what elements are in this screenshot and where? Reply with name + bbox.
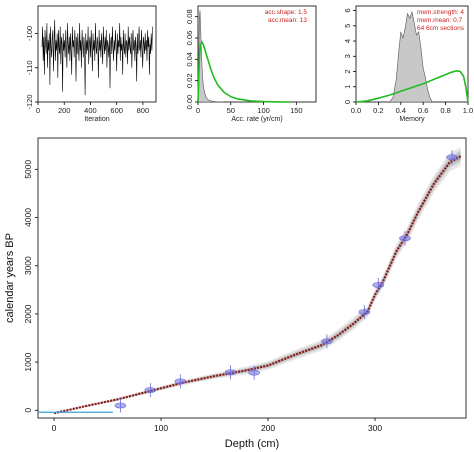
model-median-line [53,155,462,415]
y-tick-label: 0.08 [185,9,194,24]
y-tick-label: 0.00 [185,95,194,110]
depth-axis: 0 100 200 300 [52,418,382,433]
mem-strength-annotation: mem.strength: 4 [417,9,464,16]
depth-axis-label: Depth (cm) [225,438,279,450]
acc-rate-panel: 0 50 100 150 0.00 0.02 0.04 0.06 0.08 Acc. rate… [185,5,317,123]
x-tick-label: 100 [154,423,168,433]
x-tick-label: 0.6 [418,106,428,115]
y-tick-label: 3 [343,54,352,58]
y-tick-label: 4 [343,39,352,43]
mem-mean-annotation: mem.mean: 0.7 [417,17,463,24]
sections-annotation: 64 6cm sections [417,25,465,32]
memory-y-axis: 0 1 2 3 4 5 6 [343,8,356,104]
iteration-x-axis: 0 200 400 600 800 [36,102,149,115]
iteration-trace [41,19,153,96]
y-tick-label: 2000 [23,304,33,323]
y-tick-label: 0 [343,100,352,104]
memory-x-label: Memory [399,116,425,123]
x-tick-label: 200 [261,423,275,433]
x-tick-label: 150 [290,106,303,115]
iteration-x-label: Iteration [84,116,109,123]
y-tick-label: 0.06 [185,31,194,46]
x-tick-label: 50 [227,106,235,115]
x-tick-label: 100 [257,106,270,115]
y-tick-label: -110 [25,60,34,74]
prior-curve [197,40,290,103]
x-tick-label: 0.2 [373,106,383,115]
x-tick-label: 200 [58,106,71,115]
iteration-panel: 0 200 400 600 800 -100 -110 -120 Iteration [25,5,157,123]
acc-rate-y-axis: 0.00 0.02 0.04 0.06 0.08 [185,9,198,109]
y-tick-label: -100 [25,26,34,41]
posterior-area [389,10,433,103]
age-axis: 0 1000 2000 3000 4000 5000 [23,160,38,413]
y-tick-label: 2 [343,69,352,73]
memory-x-axis: 0.0 0.2 0.4 0.6 0.8 1.0 [351,102,473,115]
y-tick-label: 5000 [23,160,33,179]
age-depth-plot-frame [37,137,467,419]
y-tick-label: 5 [343,24,352,28]
x-tick-label: 600 [110,106,123,115]
y-tick-label: 0 [23,408,33,413]
age-depth-panel: 0 100 200 300 0 1000 2000 3000 4000 5000 Depth (… [4,137,467,450]
y-tick-label: 4000 [23,208,33,227]
y-tick-label: 6 [343,8,352,12]
x-tick-label: 0 [52,423,57,433]
y-tick-label: 1000 [23,352,33,371]
y-tick-label: 3000 [23,256,33,275]
y-tick-label: -120 [25,94,34,109]
iteration-trace-line [41,19,153,96]
x-tick-label: 300 [368,423,382,433]
x-tick-label: 800 [137,106,150,115]
acc-rate-curves [197,10,290,103]
x-tick-label: 400 [84,106,97,115]
memory-panel: 0.0 0.2 0.4 0.6 0.8 1.0 0 1 2 3 4 5 6 Memory mem.st… [343,5,473,123]
acc-rate-x-label: Acc. rate (yr/cm) [231,116,282,123]
iteration-plot-frame [37,5,157,103]
age-axis-label: calendar years BP [4,233,16,323]
y-tick-label: 0.02 [185,73,194,88]
x-tick-label: 1.0 [463,106,473,115]
x-tick-label: 0 [36,106,40,115]
age-model-marks [38,150,462,415]
prior-curve [355,69,469,103]
acc-rate-x-axis: 0 50 100 150 [196,102,303,115]
acc-mean-annotation: acc.mean: 13 [268,17,307,24]
y-tick-label: 0.04 [185,52,194,67]
acc-shape-annotation: acc.shape: 1.5 [265,9,308,16]
y-tick-label: 1 [343,85,352,89]
x-tick-label: 0.8 [440,106,450,115]
x-tick-label: 0.4 [396,106,406,115]
memory-curves [355,10,469,103]
x-tick-label: 0.0 [351,106,361,115]
x-tick-label: 0 [196,106,200,115]
posterior-area [197,10,225,103]
iteration-y-axis: -100 -110 -120 [25,26,38,110]
